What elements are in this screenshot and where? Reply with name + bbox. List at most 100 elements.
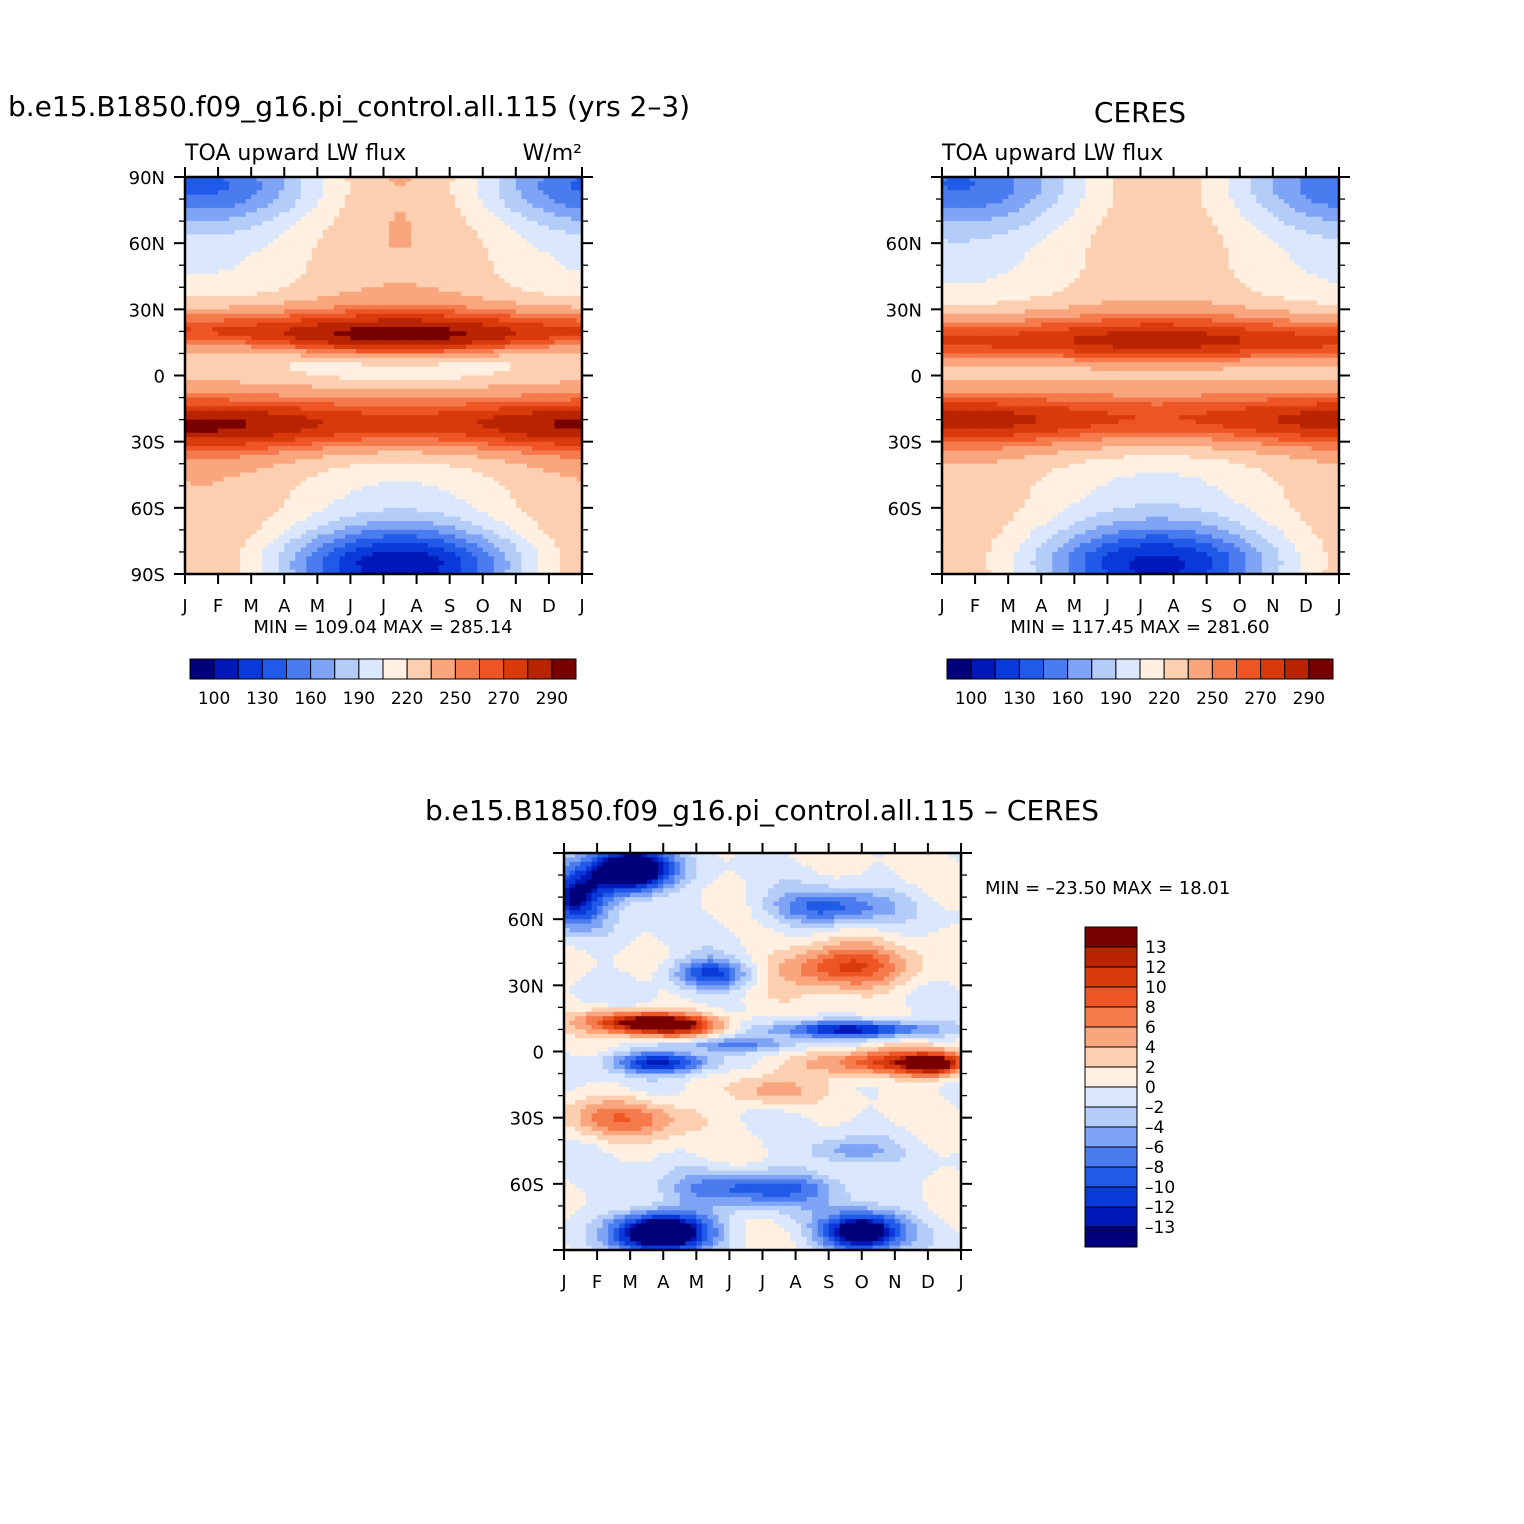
panel-model-cell xyxy=(543,194,550,200)
panel-model-cell xyxy=(366,181,374,187)
panel-model-cell xyxy=(438,463,445,469)
panel-model-cell xyxy=(389,424,396,430)
panel-model-cell xyxy=(377,379,385,385)
panel-model-cell xyxy=(306,476,313,482)
panel-model-cell xyxy=(471,185,478,191)
panel-model-cell xyxy=(411,234,418,240)
panel-model-cell xyxy=(570,379,578,385)
panel-model-cell xyxy=(273,265,280,271)
panel-model-cell xyxy=(477,437,484,443)
panel-model-cell xyxy=(543,437,550,443)
panel-model-cell xyxy=(300,234,307,240)
panel-model-cell xyxy=(499,203,506,209)
panel-model-cell xyxy=(185,251,192,257)
panel-model-cell xyxy=(190,331,197,337)
panel-model-cell xyxy=(361,287,368,293)
panel-model-cell xyxy=(526,296,533,302)
panel-model-cell xyxy=(537,300,544,306)
panel-model-cell xyxy=(433,415,440,421)
panel-model-cell xyxy=(306,212,313,218)
panel-model-cell xyxy=(377,384,385,390)
panel-model-cell xyxy=(284,181,291,187)
panel-model-cell xyxy=(515,247,522,253)
panel-model-cell xyxy=(405,300,412,306)
panel-model-cell xyxy=(510,304,517,310)
panel-model-cell xyxy=(466,181,473,187)
panel-model-cell xyxy=(366,393,374,399)
panel-model-cell xyxy=(510,401,517,407)
panel-model-cell xyxy=(559,300,567,306)
panel-model-cell xyxy=(488,278,495,284)
panel-model-cell xyxy=(570,181,578,187)
panel-model-cell xyxy=(218,229,225,235)
panel-model-cell xyxy=(493,419,500,425)
panel-model-cell xyxy=(300,212,307,218)
panel-model-cell xyxy=(416,199,423,205)
panel-model-cell xyxy=(267,225,274,231)
panel-model-cell xyxy=(289,397,296,403)
panel-model-cell xyxy=(240,185,247,191)
panel-model-cell xyxy=(460,335,467,341)
panel-model-cell xyxy=(240,326,247,332)
panel-model-cell xyxy=(262,256,269,262)
panel-model-cell xyxy=(504,278,511,284)
panel-model-cell xyxy=(493,424,500,430)
panel-model-cell xyxy=(207,441,214,447)
panel-model-cell xyxy=(273,410,280,416)
panel-model-cell xyxy=(422,225,429,231)
panel-model-cell xyxy=(394,309,401,315)
panel-model-cell xyxy=(223,446,230,452)
panel-model-cell xyxy=(389,234,396,240)
panel-model-cell xyxy=(361,199,368,205)
panel-model-cell xyxy=(339,247,346,253)
panel-model-cell xyxy=(411,326,418,332)
panel-model-cell xyxy=(411,335,418,341)
panel-model-cell xyxy=(201,441,208,447)
panel-model-cell xyxy=(383,428,390,434)
panel-model-cell xyxy=(240,300,247,306)
panel-model-cell xyxy=(405,393,412,399)
panel-model-cell xyxy=(565,468,572,474)
panel-model-cell xyxy=(377,234,385,240)
panel-model-cell xyxy=(532,251,539,257)
panel-model-cell xyxy=(212,375,219,381)
panel-model-cell xyxy=(295,344,302,350)
panel-model-cell xyxy=(394,424,401,430)
panel-model-cell xyxy=(455,476,462,482)
panel-model-cell xyxy=(537,318,544,324)
panel-model-cell xyxy=(207,331,214,337)
panel-model-cell xyxy=(223,278,230,284)
panel-model-cell xyxy=(212,287,219,293)
panel-model-cell xyxy=(262,437,269,443)
panel-model-cell xyxy=(273,287,280,293)
panel-model-cell xyxy=(433,406,440,412)
panel-model-cell xyxy=(488,269,495,275)
panel-model-cell xyxy=(438,437,445,443)
panel-model-cell xyxy=(394,238,401,244)
panel-model-cell xyxy=(223,344,230,350)
panel-model-cell xyxy=(554,212,561,218)
panel-model-cell xyxy=(267,274,274,280)
panel-model-cell xyxy=(422,349,429,355)
panel-model-cell xyxy=(565,379,572,385)
panel-model-cell xyxy=(306,322,313,328)
panel-model-cell xyxy=(234,393,241,399)
panel-model-cell xyxy=(576,397,582,403)
panel-model-cell xyxy=(229,229,236,235)
panel-model-cell xyxy=(328,375,335,381)
panel-model-cell xyxy=(350,304,357,310)
panel-model-cell xyxy=(278,300,285,306)
panel-model-cell xyxy=(438,322,445,328)
panel-model-cell xyxy=(256,410,263,416)
panel-model-cell xyxy=(234,366,241,372)
panel-model-cell xyxy=(570,185,578,191)
panel-model-cell xyxy=(328,190,335,196)
panel-model-cell xyxy=(361,296,368,302)
panel-model-cell xyxy=(229,406,236,412)
panel-model-cell xyxy=(499,177,506,183)
panel-model-cell xyxy=(251,251,258,257)
panel-model-cell xyxy=(240,229,247,235)
panel-model-cell xyxy=(229,318,236,324)
panel-model-cell xyxy=(355,313,363,319)
panel-model-cell xyxy=(504,256,511,262)
